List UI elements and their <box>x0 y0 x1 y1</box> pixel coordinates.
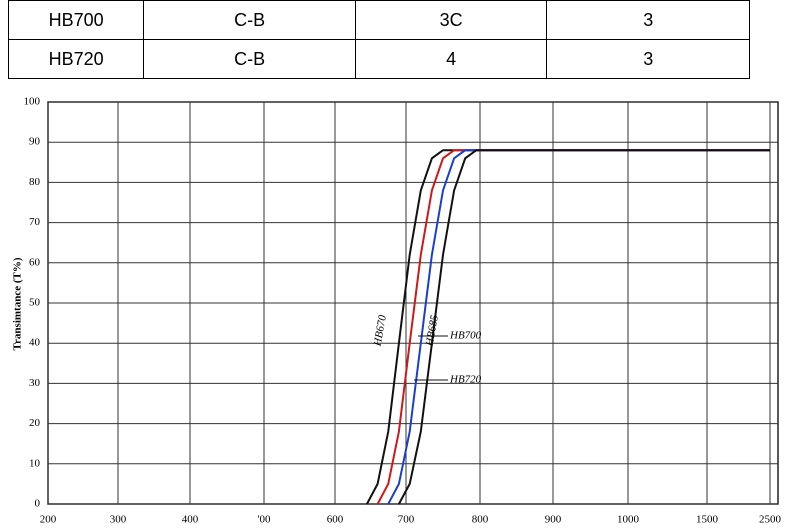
y-tick-label: 30 <box>29 377 41 389</box>
y-tick-label: 90 <box>29 136 41 148</box>
y-tick-label: 70 <box>29 216 41 228</box>
table-cell: 4 <box>354 39 548 79</box>
series-line <box>398 149 770 505</box>
table-cell: 3 <box>546 39 750 79</box>
x-tick-label: 2500 <box>759 514 782 526</box>
table-cell: C-B <box>143 0 356 40</box>
x-tick-label: 900 <box>545 514 562 526</box>
x-tick-label: 300 <box>110 514 127 526</box>
y-tick-label: 10 <box>29 457 41 469</box>
y-tick-label: 0 <box>35 498 41 510</box>
y-tick-label: 60 <box>29 256 41 268</box>
series-label: HB670 <box>371 314 388 348</box>
table-cell: HB720 <box>7 39 145 79</box>
y-axis-label: Transimtance (T%) <box>12 257 24 350</box>
y-tick-label: 40 <box>29 337 41 349</box>
series-label: HB720 <box>449 374 482 386</box>
table-cell: C-B <box>143 39 356 79</box>
series-label: HB685 <box>423 314 440 348</box>
table-row: HB700 C-B 3C 3 <box>7 0 750 40</box>
y-tick-label: 50 <box>29 297 41 309</box>
x-tick-label: 800 <box>472 514 489 526</box>
x-tick-label: 600 <box>327 514 344 526</box>
table-cell: HB700 <box>7 0 145 40</box>
x-tick-label: 1500 <box>696 514 719 526</box>
x-tick-label: '00 <box>258 514 271 526</box>
table-cell: 3 <box>546 0 750 40</box>
y-tick-label: 20 <box>29 417 41 429</box>
x-tick-label: 400 <box>182 514 199 526</box>
series-line <box>387 149 770 505</box>
series-label: HB700 <box>449 330 482 342</box>
y-tick-label: 100 <box>24 96 41 108</box>
spec-table: HB700 C-B 3C 3 HB720 C-B 4 3 <box>7 0 750 79</box>
table-cell: 3C <box>354 0 548 40</box>
table-row: HB720 C-B 4 3 <box>7 39 750 79</box>
chart: Transimtance (T%) 0 10 20 30 40 50 60 70 80 90 100… <box>12 96 782 526</box>
x-tick-label: 200 <box>40 514 57 526</box>
x-tick-label: 1000 <box>617 514 640 526</box>
y-tick-label: 80 <box>29 176 41 188</box>
x-tick-label: 700 <box>398 514 415 526</box>
